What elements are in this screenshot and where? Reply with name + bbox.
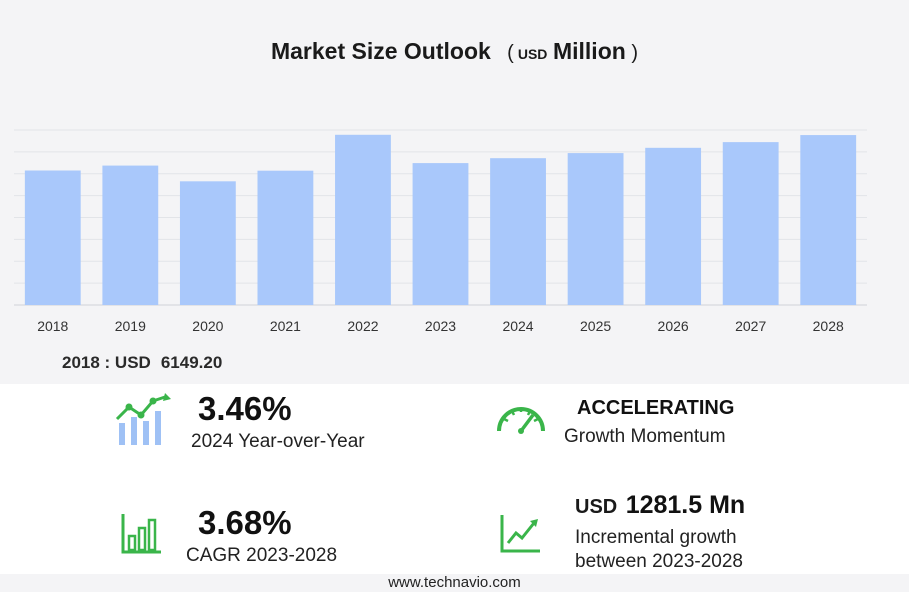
bar-2028 <box>800 135 857 305</box>
kpi-yoy: 3.46% <box>198 390 292 428</box>
bar-2024 <box>490 158 546 305</box>
bar-2026 <box>645 147 702 305</box>
trend-line-icon <box>500 515 540 553</box>
x-tick-label-2025: 2025 <box>580 318 611 334</box>
bar-2022 <box>335 134 391 305</box>
incremental-value: 1281.5 Mn <box>625 491 746 519</box>
incremental-currency: USD <box>575 496 618 518</box>
base-value: 2018 : USD 6149.20 <box>62 353 222 373</box>
x-tick-label-2028: 2028 <box>813 318 844 334</box>
base-value-label: 2018 : USD <box>62 353 151 372</box>
x-tick-label-2020: 2020 <box>192 318 223 334</box>
kpi-cagr-label-wrap: CAGR 2023-2028 <box>186 545 337 567</box>
x-tick-label-2021: 2021 <box>270 318 301 334</box>
title-text: Market Size Outlook <box>270 38 491 64</box>
bar-2025 <box>567 153 624 305</box>
momentum-label: Growth Momentum <box>564 426 726 447</box>
cagr-label: CAGR 2023-2028 <box>186 545 338 566</box>
kpi-incremental-label-wrap: Incremental growth between 2023-2028 <box>575 526 743 574</box>
incremental-label-line2: between 2023-2028 <box>575 551 743 572</box>
yoy-value: 3.46% <box>198 390 292 427</box>
kpi-panel <box>0 384 909 574</box>
yoy-label: 2024 Year-over-Year <box>191 431 365 452</box>
cagr-value: 3.68% <box>198 504 292 541</box>
kpi-yoy-label-wrap: 2024 Year-over-Year <box>191 431 365 453</box>
momentum-title: ACCELERATING <box>577 397 735 419</box>
incremental-label-line1: Incremental growth <box>575 527 737 548</box>
base-value-number: 6149.20 <box>160 353 223 372</box>
unit-code: USD <box>517 46 548 62</box>
footer-url: www.technavio.com <box>388 574 521 591</box>
bar-2018 <box>24 170 81 305</box>
unit-open: ( <box>507 42 514 64</box>
unit-word: Million <box>552 38 626 64</box>
speedometer-icon <box>497 407 545 434</box>
growth-chart-icon <box>115 393 171 445</box>
bar-2027 <box>722 142 779 305</box>
x-tick-label-2023: 2023 <box>425 318 456 334</box>
bar-2023 <box>412 163 469 305</box>
kpi-incremental: USD 1281.5 Mn <box>575 491 745 520</box>
kpi-momentum: ACCELERATING <box>577 397 734 420</box>
x-tick-label-2022: 2022 <box>347 318 378 334</box>
chart-title: Market Size Outlook (USD Million ) <box>0 38 909 65</box>
bar-2020 <box>179 181 236 305</box>
x-tick-label-2019: 2019 <box>115 318 146 334</box>
x-tick-label-2027: 2027 <box>735 318 766 334</box>
kpi-cagr: 3.68% <box>198 504 292 542</box>
bar-2021 <box>257 170 314 305</box>
bar-chart-icon <box>121 514 161 554</box>
x-tick-label-2026: 2026 <box>658 318 689 334</box>
title-unit: (USD Million ) <box>507 38 639 64</box>
unit-close: ) <box>631 42 639 64</box>
x-tick-label-2018: 2018 <box>37 318 68 334</box>
x-tick-label-2024: 2024 <box>502 318 533 334</box>
bar-2019 <box>102 165 159 305</box>
kpi-momentum-label-wrap: Growth Momentum <box>564 426 726 448</box>
bar-chart: 2018 2019 2020 2021 2022 2023 2024 2025 2026 2027… <box>14 129 867 334</box>
